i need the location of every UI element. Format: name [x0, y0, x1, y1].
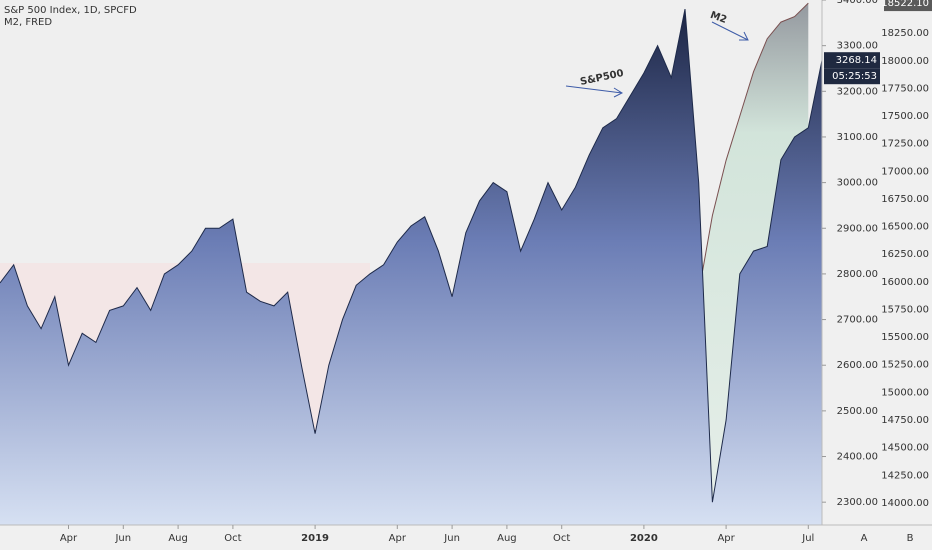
y-tick-label: 3300.00 — [837, 41, 878, 52]
y2-tick-label: 17500.00 — [881, 111, 929, 122]
x-tick-label: Apr — [389, 533, 407, 544]
x-tick-label: Aug — [168, 533, 188, 544]
y2-tick-label: 16750.00 — [881, 194, 929, 205]
area-fill — [0, 9, 822, 526]
axis-panel — [822, 0, 932, 550]
y2-tick-label: 18250.00 — [881, 28, 929, 39]
y2-tick-label: 15500.00 — [881, 332, 929, 343]
y-tick-label: 3100.00 — [837, 132, 878, 143]
y2-tick-label: 15000.00 — [881, 387, 929, 398]
series-line — [0, 9, 823, 503]
chart-title: S&P 500 Index, 1D, SPCFD — [4, 5, 137, 16]
y-tick-label: 2400.00 — [837, 452, 878, 463]
x-tick-label: 2019 — [301, 533, 329, 544]
y-tick-label: 2700.00 — [837, 315, 878, 326]
y-tick-label: 3200.00 — [837, 86, 878, 97]
x-tick-label: 2020 — [630, 533, 658, 544]
y2-tick-label: 17250.00 — [881, 139, 929, 150]
y2-tick-label: 17000.00 — [881, 166, 929, 177]
countdown: 05:25:53 — [832, 71, 877, 82]
x-tick-label: Jul — [801, 533, 814, 544]
y2-tick-label: 16500.00 — [881, 222, 929, 233]
arrow — [565, 85, 624, 98]
y2-tick-label: 18000.00 — [881, 56, 929, 67]
arrow — [711, 21, 749, 41]
x-tick-label: Jun — [114, 533, 131, 544]
y-tick-label: 2300.00 — [837, 497, 878, 508]
y2-tick-label: 16250.00 — [881, 249, 929, 260]
countdown-tag — [824, 68, 880, 85]
y2-tick-label: 14750.00 — [881, 415, 929, 426]
last-price-tag — [884, 0, 932, 12]
y-tick-label: 2500.00 — [837, 406, 878, 417]
footer-button[interactable]: A — [861, 533, 868, 544]
x-tick-label: Jun — [443, 533, 460, 544]
y2-tick-label: 14500.00 — [881, 443, 929, 454]
y2-tick-label: 14000.00 — [881, 498, 929, 509]
y-tick-label: 2900.00 — [837, 223, 878, 234]
y-tick-label: 2600.00 — [837, 360, 878, 371]
chart-subtitle: M2, FRED — [4, 17, 52, 28]
y2-tick-label: 16000.00 — [881, 277, 929, 288]
footer-button[interactable]: B — [907, 533, 914, 544]
y2-tick-label: 17750.00 — [881, 83, 929, 94]
x-tick-label: Oct — [553, 533, 570, 544]
y2-tick-label: 15250.00 — [881, 360, 929, 371]
y-tick-label: 3000.00 — [837, 178, 878, 189]
x-tick-label: Apr — [717, 533, 735, 544]
x-tick-label: Oct — [224, 533, 241, 544]
last-price-tag — [824, 52, 880, 69]
x-tick-label: Aug — [497, 533, 517, 544]
y2-tick-label: 14250.00 — [881, 470, 929, 481]
x-tick-label: Apr — [60, 533, 78, 544]
y-tick-label: 3400.00 — [837, 0, 878, 6]
last-price-label: 18522.10 — [881, 0, 929, 9]
last-price-label: 3268.14 — [836, 55, 877, 66]
annotation: M2 — [709, 10, 729, 26]
y2-tick-label: 15750.00 — [881, 304, 929, 315]
y-tick-label: 2800.00 — [837, 269, 878, 280]
